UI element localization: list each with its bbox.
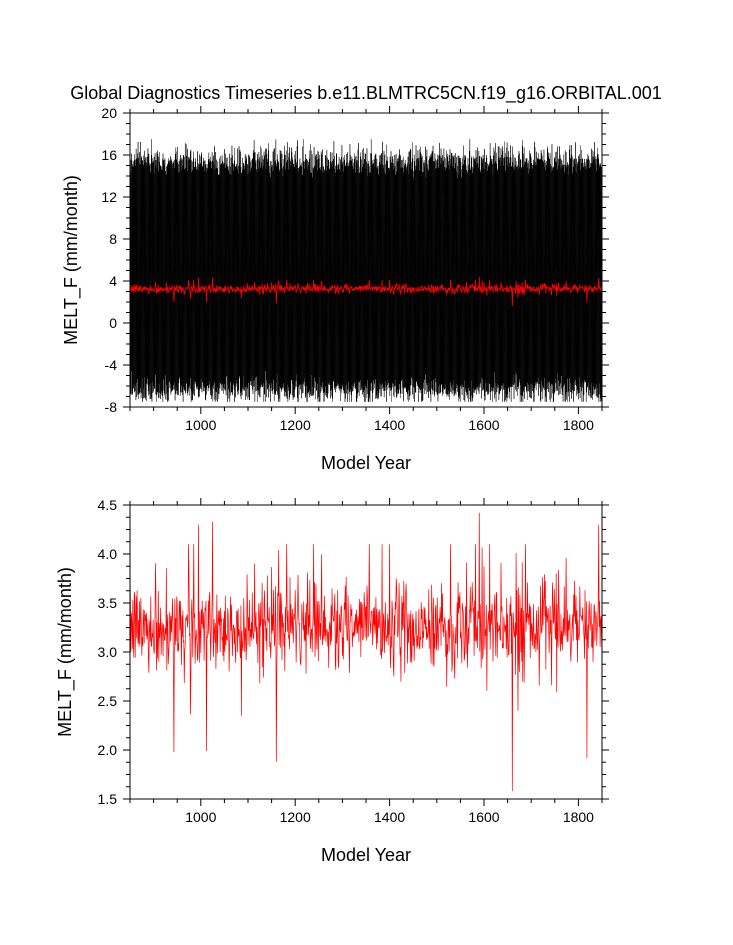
top-x-tick-label: 1400 xyxy=(374,417,405,433)
top-monthly-line xyxy=(129,139,603,402)
bottom-x-tick-label: 1200 xyxy=(280,809,311,825)
top-y-tick-label: -8 xyxy=(105,399,118,415)
top-y-tick-label: 12 xyxy=(101,189,117,205)
top-monthly-series xyxy=(129,139,603,402)
top-x-tick-label: 1600 xyxy=(468,417,499,433)
top-y-axis-title: MELT_F (mm/month) xyxy=(61,175,82,345)
top-x-tick-label: 1800 xyxy=(563,417,594,433)
bottom-y-axis-title: MELT_F (mm/month) xyxy=(55,567,76,737)
bottom-y-tick-label: 3.5 xyxy=(98,595,118,611)
top-y-tick-label: 4 xyxy=(109,273,117,289)
bottom-panel: 1000 1200 1400 1600 1800 1.5 2.0 2.5 3.0 3.5 4.0 4.… xyxy=(55,497,609,865)
bottom-y-tick-label: 4.0 xyxy=(98,546,118,562)
bottom-x-tick-label: 1600 xyxy=(468,809,499,825)
bottom-axis-ticks: 1000 1200 1400 1600 1800 1.5 2.0 2.5 3.0 3.5 4.0 4.… xyxy=(98,497,609,825)
bottom-x-tick-label: 1800 xyxy=(563,809,594,825)
bottom-annual-series xyxy=(129,512,603,792)
bottom-x-tick-label: 1400 xyxy=(374,809,405,825)
top-annual-series xyxy=(129,276,603,307)
bottom-x-tick-label: 1000 xyxy=(185,809,216,825)
top-x-tick-label: 1000 xyxy=(185,417,216,433)
bottom-y-tick-label: 2.5 xyxy=(98,693,118,709)
top-panel: 1000 1200 1400 1600 1800 -8 -4 0 4 8 12 16 20 MELT_F… xyxy=(61,105,609,473)
top-y-tick-label: 0 xyxy=(109,315,117,331)
bottom-annual-line xyxy=(129,512,603,792)
bottom-x-axis-title: Model Year xyxy=(321,845,411,865)
bottom-y-tick-label: 2.0 xyxy=(98,742,118,758)
top-axis-ticks: 1000 1200 1400 1600 1800 -8 -4 0 4 8 12 16 20 xyxy=(101,105,609,433)
top-y-tick-label: 20 xyxy=(101,105,117,121)
bottom-y-tick-label: 1.5 xyxy=(98,791,118,807)
figure-title: Global Diagnostics Timeseries b.e11.BLMT… xyxy=(70,83,662,104)
top-x-axis-title: Model Year xyxy=(321,453,411,473)
top-annual-line xyxy=(129,276,603,307)
bottom-y-tick-label: 4.5 xyxy=(98,497,118,513)
top-y-tick-label: 8 xyxy=(109,231,117,247)
top-y-tick-label: -4 xyxy=(105,357,118,373)
bottom-y-tick-label: 3.0 xyxy=(98,644,118,660)
top-x-tick-label: 1200 xyxy=(280,417,311,433)
top-y-tick-label: 16 xyxy=(101,147,117,163)
